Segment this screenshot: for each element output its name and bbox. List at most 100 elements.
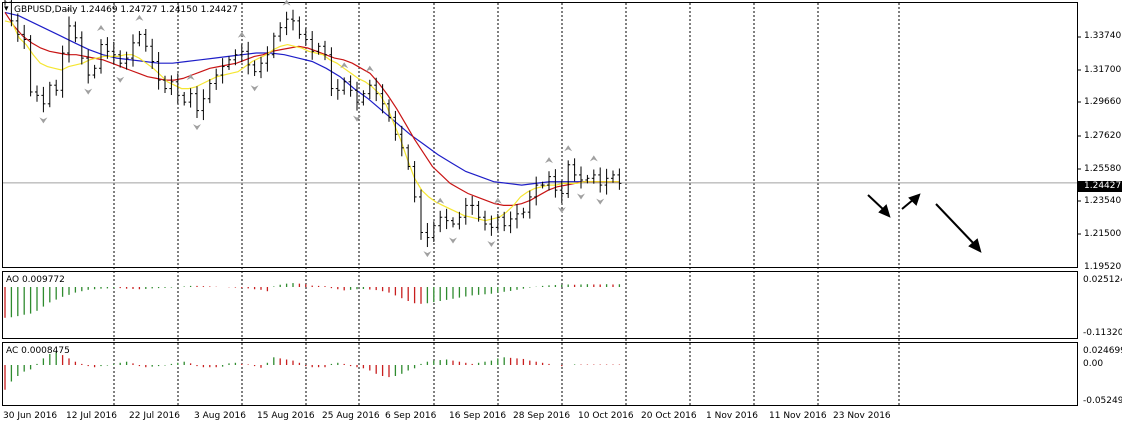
ac-tick-top: 0.024699: [1083, 346, 1122, 356]
fractal-down-icon: [250, 85, 259, 92]
ohlc-bar: [515, 204, 519, 229]
ohlc-bars: [4, 0, 622, 248]
price-tick-3: 1.29660: [1084, 97, 1122, 107]
ohlc-bar: [297, 16, 302, 39]
ohlc-bar: [342, 77, 347, 95]
ohlc-bar: [22, 24, 27, 49]
ohlc-bar: [495, 213, 500, 231]
ohlc-bar: [367, 79, 372, 100]
ohlc-bar: [175, 73, 180, 104]
fractal-down-icon: [116, 76, 125, 83]
ohlc-bar: [566, 160, 571, 198]
ohlc-bar: [67, 16, 71, 63]
price-tick-5: 1.25580: [1084, 164, 1122, 174]
price-tick-2: 1.31700: [1084, 65, 1122, 75]
fractal-up-icon: [97, 25, 105, 32]
ohlc-bar: [195, 86, 199, 119]
ohlc-bar: [310, 31, 315, 60]
ohlc-bar: [4, 0, 7, 6]
ohlc-bar: [451, 217, 455, 228]
ao-pane-frame: [2, 271, 1078, 339]
price-tick-4: 1.27620: [1084, 131, 1122, 141]
arrow-up-head: [908, 193, 921, 206]
ac-pane-frame: [2, 342, 1078, 406]
ohlc-bar: [355, 81, 359, 111]
fractal-down-icon: [353, 115, 361, 122]
ohlc-bar: [54, 79, 59, 96]
ac-tick-zero: 0.00: [1083, 359, 1104, 369]
current-price-label: 1.24427: [1084, 181, 1122, 191]
fractal-up-icon: [65, 6, 73, 13]
time-label-7: 6 Sep 2016: [385, 411, 437, 421]
ohlc-bar: [617, 168, 622, 190]
time-label-3: 22 Jul 2016: [129, 411, 180, 421]
ohlc-bar: [380, 84, 385, 114]
ohlc-bar: [463, 197, 468, 225]
fractal-up-icon: [436, 197, 445, 204]
current-price-box: [1078, 181, 1122, 192]
ohlc-bar: [598, 167, 603, 193]
ohlc-bar: [393, 110, 398, 141]
ohlc-bar: [73, 21, 78, 43]
ohlc-bar: [124, 51, 129, 70]
ohlc-bar: [131, 34, 135, 67]
fractal-down-icon: [39, 117, 48, 124]
ohlc-bar: [412, 161, 417, 203]
price-tick-7: 1.21500: [1084, 229, 1122, 239]
price-tick-8: 1.19520: [1084, 262, 1122, 272]
ohlc-bar: [316, 42, 321, 55]
ohlc-bar: [239, 43, 244, 63]
ohlc-bar: [502, 211, 507, 232]
fractal-down-icon: [557, 207, 566, 214]
ohlc-open: 1.24469: [80, 5, 118, 15]
time-label-6: 25 Aug 2016: [322, 411, 380, 421]
ohlc-bar: [508, 211, 513, 234]
ohlc-bar: [374, 77, 379, 102]
time-label-5: 15 Aug 2016: [257, 411, 315, 421]
arrow-down-2: [935, 203, 977, 247]
ohlc-bar: [41, 86, 46, 113]
ohlc-bar: [406, 144, 411, 170]
ohlc-bar: [28, 35, 33, 97]
fractal-up-icon: [564, 145, 573, 152]
ac-tick-bottom: -0.05249: [1083, 396, 1122, 406]
ohlc-bar: [252, 60, 257, 77]
time-label-9: 28 Sep 2016: [513, 411, 571, 421]
ohlc-bar: [271, 32, 276, 59]
price-tick-1: 1.33740: [1084, 31, 1122, 41]
fractal-up-icon: [545, 157, 553, 164]
ohlc-bar: [278, 22, 283, 42]
fractal-down-icon: [596, 198, 605, 205]
ohlc-bar: [233, 49, 238, 66]
fractal-markers: [39, 0, 605, 258]
ao-tick-bottom: -0.113209: [1083, 328, 1122, 338]
ohlc-bar: [476, 200, 481, 222]
time-label-14: 23 Nov 2016: [833, 411, 891, 421]
ohlc-bar: [47, 81, 52, 108]
ohlc-bar: [291, 9, 295, 31]
fractal-down-icon: [193, 124, 201, 131]
ohlc-bar: [118, 50, 123, 68]
ohlc-bar: [207, 79, 212, 104]
ohlc-bar: [265, 46, 270, 72]
ohlc-bar: [521, 207, 526, 219]
ohlc-bar: [604, 168, 609, 195]
ohlc-bar: [540, 181, 545, 189]
ohlc-low: 1.24150: [160, 5, 198, 15]
time-label-4: 3 Aug 2016: [194, 411, 246, 421]
time-label-10: 10 Oct 2016: [578, 411, 634, 421]
ao-tick-top: 0.025124: [1083, 275, 1122, 285]
ohlc-bar: [143, 28, 148, 52]
ohlc-bar: [35, 85, 39, 102]
ohlc-bar: [284, 11, 289, 36]
ohlc-bar: [438, 210, 443, 233]
window-arrow-icon[interactable]: ▾: [4, 4, 9, 14]
ohlc-bar: [489, 215, 494, 236]
fractal-down-icon: [577, 193, 585, 200]
fractal-up-icon: [186, 74, 195, 81]
ohlc-bar: [60, 45, 65, 98]
ohlc-close: 1.24427: [200, 5, 238, 15]
arrow-down-1: [867, 194, 886, 212]
